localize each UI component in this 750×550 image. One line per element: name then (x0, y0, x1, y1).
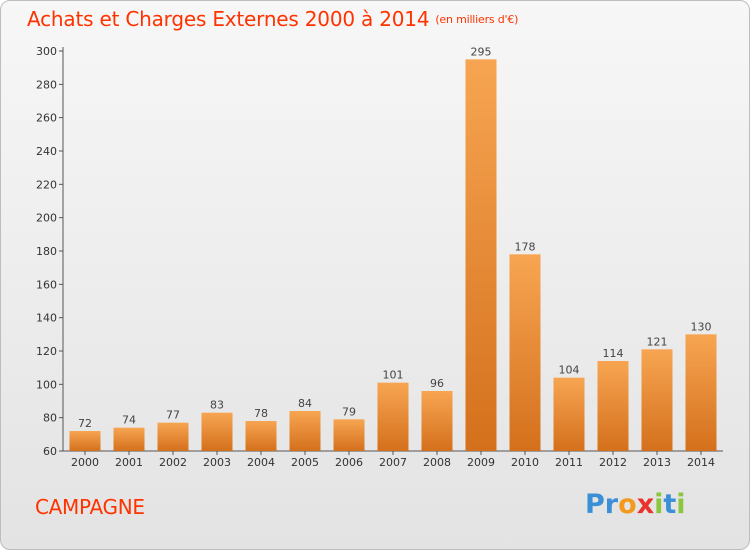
logo-letter: P (585, 489, 605, 520)
y-tick-label: 300 (36, 45, 57, 58)
y-tick-label: 60 (43, 445, 57, 458)
chart-title-block: Achats et Charges Externes 2000 à 2014 (e… (27, 7, 518, 31)
bar-value-label: 96 (430, 377, 444, 390)
bar (553, 377, 585, 451)
bar-value-label: 78 (254, 407, 268, 420)
bar-value-label: 104 (559, 364, 580, 377)
y-tick-label: 140 (36, 312, 57, 325)
logo-letter: o (618, 489, 637, 520)
bar-value-label: 77 (166, 409, 180, 422)
bar (641, 349, 673, 451)
bar (201, 412, 233, 451)
bar-value-label: 295 (471, 45, 492, 58)
bar (113, 427, 145, 451)
bar-value-label: 84 (298, 397, 312, 410)
y-tick-label: 80 (43, 412, 57, 425)
y-tick-label: 280 (36, 78, 57, 91)
y-tick-label: 160 (36, 278, 57, 291)
bar (597, 361, 629, 451)
y-tick-label: 220 (36, 178, 57, 191)
bar (377, 382, 409, 451)
x-tick-label: 2010 (511, 456, 539, 469)
bar-value-label: 83 (210, 399, 224, 412)
logo-letter: t (663, 489, 677, 520)
x-tick-label: 2014 (687, 456, 715, 469)
place-name: CAMPAGNE (35, 495, 145, 519)
bar (69, 431, 101, 451)
y-tick-label: 200 (36, 212, 57, 225)
bar-value-label: 74 (122, 414, 136, 427)
bar-value-label: 79 (342, 405, 356, 418)
bar (333, 419, 365, 451)
logo-letter: i (676, 489, 686, 520)
x-tick-label: 2009 (467, 456, 495, 469)
y-tick-label: 260 (36, 112, 57, 125)
x-tick-label: 2000 (71, 456, 99, 469)
logo-letter: x (636, 489, 655, 520)
x-tick-label: 2007 (379, 456, 407, 469)
x-tick-label: 2006 (335, 456, 363, 469)
chart-subtitle: (en milliers d'€) (435, 13, 519, 26)
x-tick-label: 2011 (555, 456, 583, 469)
x-tick-label: 2012 (599, 456, 627, 469)
bar-value-label: 130 (691, 320, 712, 333)
proxiti-logo: Proxiti (585, 489, 686, 520)
x-tick-label: 2002 (159, 456, 187, 469)
bar-value-label: 72 (78, 417, 92, 430)
x-tick-label: 2004 (247, 456, 275, 469)
bar-value-label: 121 (647, 335, 668, 348)
logo-letter: r (604, 489, 619, 520)
y-tick-label: 180 (36, 245, 57, 258)
bar-value-label: 101 (383, 369, 404, 382)
x-tick-label: 2013 (643, 456, 671, 469)
bar (465, 59, 497, 451)
bar (245, 421, 277, 451)
y-tick-label: 120 (36, 345, 57, 358)
x-tick-label: 2001 (115, 456, 143, 469)
chart-title: Achats et Charges Externes 2000 à 2014 (27, 7, 430, 31)
bar-value-label: 114 (603, 347, 624, 360)
bar (157, 422, 189, 451)
logo-letter: i (654, 489, 664, 520)
x-tick-label: 2003 (203, 456, 231, 469)
bar (421, 391, 453, 451)
bar-value-label: 178 (515, 240, 536, 253)
y-tick-label: 240 (36, 145, 57, 158)
bar (509, 254, 541, 451)
bar (289, 411, 321, 451)
x-tick-label: 2008 (423, 456, 451, 469)
y-tick-label: 100 (36, 378, 57, 391)
bar (685, 334, 717, 451)
x-tick-label: 2005 (291, 456, 319, 469)
